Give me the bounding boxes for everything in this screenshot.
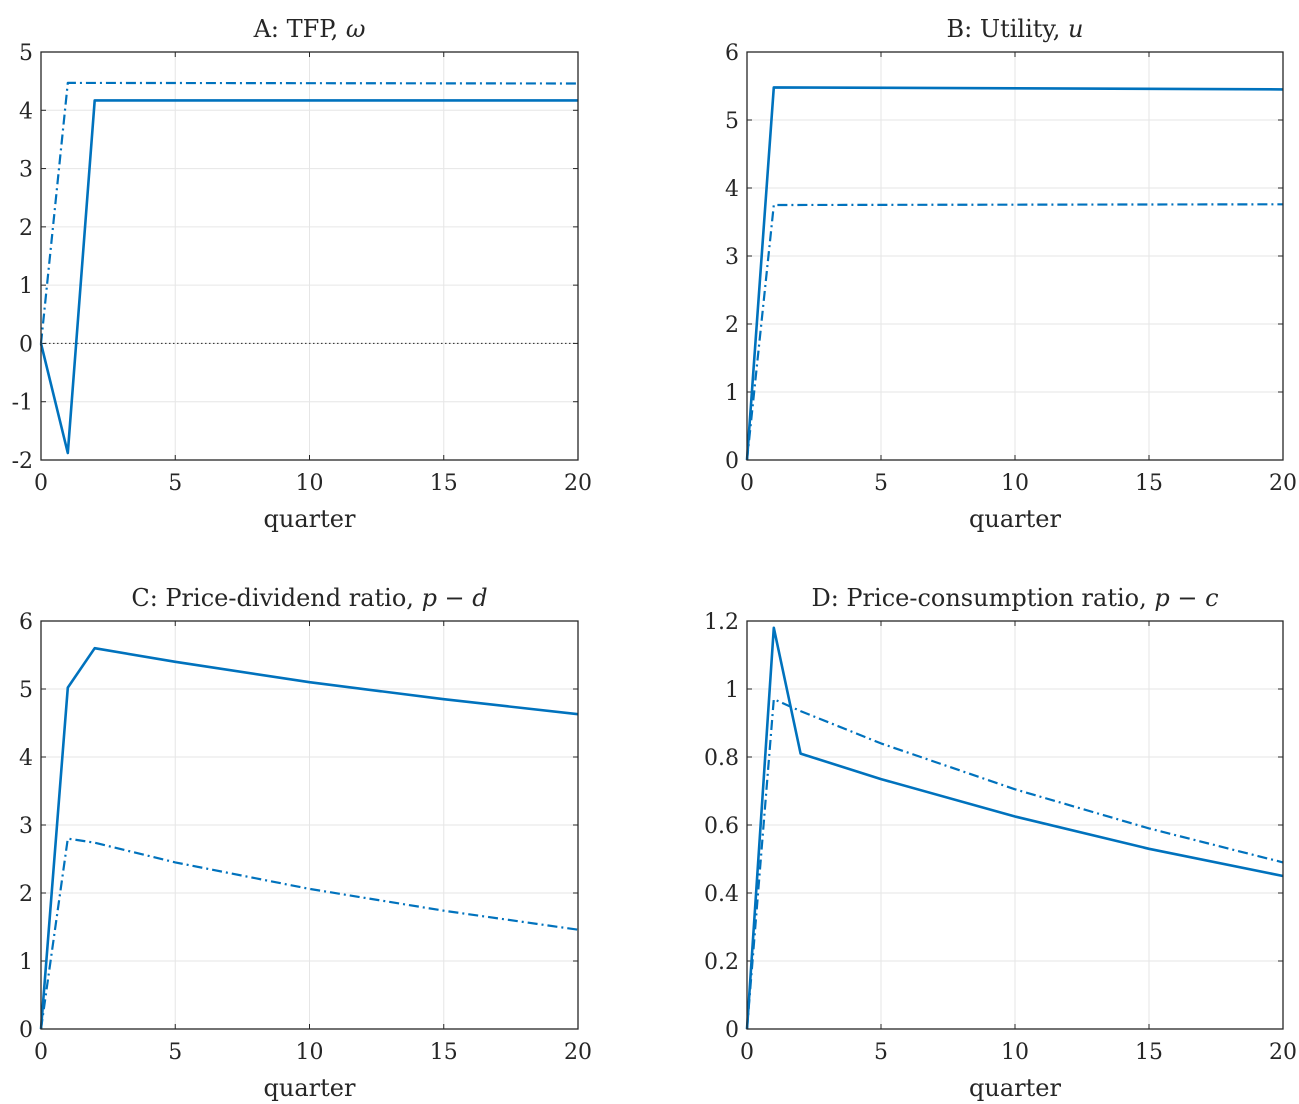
x-tick-label: 0	[740, 1040, 754, 1065]
x-tick-label: 20	[1269, 1040, 1297, 1065]
plot-frame	[40, 620, 579, 1030]
x-tick-label: 10	[296, 471, 324, 496]
series-line-solid	[39, 646, 579, 1030]
x-tick-label: 15	[430, 471, 458, 496]
chart-panel-1: 0 5 10 15 20 -2 -1 0 1 2 3 4 5 quarter A: TFP, ω	[12, 15, 592, 533]
series-line-solid	[745, 86, 1284, 461]
chart-title: C: Price-dividend ratio, p − d	[131, 584, 487, 612]
y-tick-label: 2	[725, 313, 739, 338]
plot-frame	[746, 620, 1284, 1030]
x-tick-label: 0	[740, 471, 754, 496]
series-line-dashdot	[745, 698, 1284, 1030]
y-tick-label: 0	[19, 1018, 33, 1043]
y-tick-label: 0	[725, 449, 739, 474]
y-tick-label: 5	[725, 109, 739, 134]
x-tick-label: 15	[1135, 471, 1163, 496]
y-tick-label: 4	[725, 177, 739, 202]
y-tick-label: 1	[725, 678, 739, 703]
y-tick-label: 0.8	[704, 746, 739, 771]
x-tick-label: 5	[874, 471, 888, 496]
x-tick-label: 5	[874, 1040, 888, 1065]
y-tick-label: 3	[725, 245, 739, 270]
y-tick-label: 4	[19, 99, 33, 124]
y-tick-label: 5	[19, 41, 33, 66]
x-tick-label: 0	[34, 1040, 48, 1065]
plot-frame	[40, 51, 579, 461]
y-tick-label: 4	[19, 746, 33, 771]
x-tick-label: 20	[564, 471, 592, 496]
x-tick-label: 10	[1001, 1040, 1029, 1065]
y-tick-label: 0	[725, 1018, 739, 1043]
y-tick-label: 5	[19, 678, 33, 703]
y-tick-label: 0.4	[704, 882, 739, 907]
series-line-solid	[745, 626, 1284, 1030]
series-line-dashdot	[39, 81, 579, 344]
chart-panel-2: 0 5 10 15 20 0 1 2 3 4 5 6 quarter B: Utility, u	[725, 15, 1297, 533]
chart-title: A: TFP, ω	[253, 15, 366, 43]
y-tick-label: 0.6	[704, 814, 739, 839]
series-line-dashdot	[39, 837, 579, 1030]
plot-frame	[746, 51, 1284, 461]
y-tick-label: -2	[12, 449, 33, 474]
x-tick-label: 20	[564, 1040, 592, 1065]
y-tick-label: 0.2	[704, 950, 739, 975]
y-tick-label: 3	[19, 814, 33, 839]
x-tick-label: 5	[168, 1040, 182, 1065]
x-tick-label: 10	[1001, 471, 1029, 496]
y-tick-label: 1.2	[704, 610, 739, 635]
chart-title: D: Price-consumption ratio, p − c	[811, 584, 1218, 612]
y-tick-label: 6	[19, 610, 33, 635]
y-tick-label: 6	[725, 41, 739, 66]
x-axis-label: quarter	[969, 505, 1061, 533]
chart-title: B: Utility, u	[947, 15, 1084, 43]
chart-panel-4: 0 5 10 15 20 0 0.2 0.4 0.6 0.8 1 1.2 quarter D: Price…	[704, 584, 1297, 1102]
chart-panel-3: 0 5 10 15 20 0 1 2 3 4 5 6 quarter C: Price-dividend …	[19, 584, 592, 1102]
x-axis-label: quarter	[264, 1074, 356, 1102]
x-tick-label: 20	[1269, 471, 1297, 496]
x-tick-label: 0	[34, 471, 48, 496]
x-tick-label: 15	[430, 1040, 458, 1065]
y-tick-label: 2	[19, 216, 33, 241]
x-tick-label: 15	[1135, 1040, 1163, 1065]
series-line-dashdot	[745, 203, 1284, 461]
x-axis-label: quarter	[264, 505, 356, 533]
y-tick-label: 0	[19, 332, 33, 357]
x-axis-label: quarter	[969, 1074, 1061, 1102]
x-tick-label: 5	[168, 471, 182, 496]
y-tick-label: 2	[19, 882, 33, 907]
y-tick-label: -1	[12, 391, 33, 416]
y-tick-label: 1	[725, 381, 739, 406]
y-tick-label: 3	[19, 158, 33, 183]
y-tick-label: 1	[19, 950, 33, 975]
x-tick-label: 10	[296, 1040, 324, 1065]
y-tick-label: 1	[19, 274, 33, 299]
series-line-solid	[39, 99, 578, 455]
